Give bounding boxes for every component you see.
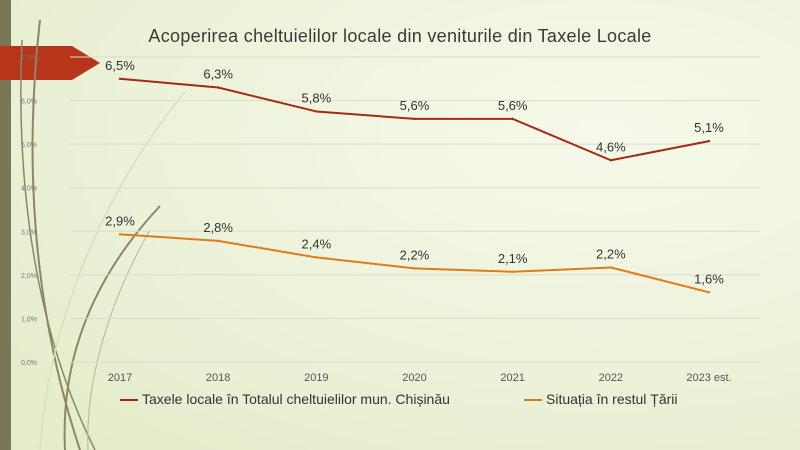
chart-title: Acoperirea cheltuielilor locale din veni… xyxy=(148,26,652,46)
legend-swatch-chisinau xyxy=(120,399,138,402)
y-tick-label: 1,0% xyxy=(21,316,37,323)
x-tick-label: 2021 xyxy=(500,372,524,384)
data-label: 5,6% xyxy=(400,98,430,113)
data-label: 6,3% xyxy=(203,67,233,82)
legend: Taxele locale în Totalul cheltuielilor m… xyxy=(120,391,800,413)
y-tick-label: 0,0% xyxy=(21,360,37,367)
data-label: 2,8% xyxy=(203,220,233,235)
data-label: 5,8% xyxy=(302,90,332,105)
data-label: 4,6% xyxy=(596,139,626,154)
y-tick-label: 2,0% xyxy=(21,273,37,280)
data-point xyxy=(413,267,416,270)
legend-item-chisinau: Taxele locale în Totalul cheltuielilor m… xyxy=(120,391,450,407)
data-label: 2,1% xyxy=(498,251,528,266)
y-tick-label: 5,0% xyxy=(21,142,37,149)
x-tick-label: 2020 xyxy=(402,372,426,384)
grid xyxy=(70,56,760,363)
data-point xyxy=(315,256,318,259)
data-point xyxy=(707,291,711,294)
y-tick-label: 6,0% xyxy=(21,99,37,106)
data-point xyxy=(216,239,220,243)
data-labels: 6,5% 6,3% 5,8% 5,6% 5,6% 4,6% 5,1% 2,9% 2,8% 2,4%… xyxy=(105,58,724,286)
data-label: 5,6% xyxy=(498,98,528,113)
legend-label-restul-tarii: Situația în restul Țării xyxy=(546,391,678,407)
data-label: 2,2% xyxy=(596,246,626,261)
legend-label-chisinau: Taxele locale în Totalul cheltuielilor m… xyxy=(142,391,450,407)
y-tick-label: 7,0% xyxy=(21,55,37,62)
data-point xyxy=(609,266,613,269)
data-point xyxy=(315,110,318,113)
y-tick-label: 3,0% xyxy=(21,229,37,236)
data-point xyxy=(511,270,514,274)
data-point xyxy=(118,233,122,236)
y-axis-ticks: 0,0% 1,0% 2,0% 3,0% 4,0% 5,0% 6,0% 7,0% xyxy=(21,55,37,367)
data-point xyxy=(216,86,220,89)
data-point xyxy=(707,139,711,143)
data-label: 6,5% xyxy=(105,58,135,73)
data-label: 2,4% xyxy=(302,236,332,251)
left-decor-band xyxy=(0,0,11,450)
x-axis-ticks: 2017 2018 2019 2020 2021 2022 2023 est. xyxy=(108,372,732,384)
y-tick-label: 4,0% xyxy=(21,186,37,193)
decorative-curves xyxy=(20,19,186,450)
data-label: 1,6% xyxy=(694,271,724,286)
red-arrow-tab xyxy=(0,46,100,80)
data-point xyxy=(118,77,122,80)
data-label: 2,2% xyxy=(400,247,430,262)
data-point xyxy=(413,117,416,121)
x-tick-label: 2023 est. xyxy=(686,372,731,384)
legend-swatch-restul-tarii xyxy=(524,399,542,402)
data-label: 5,1% xyxy=(694,120,724,135)
x-tick-label: 2018 xyxy=(206,372,230,384)
x-tick-label: 2019 xyxy=(304,372,328,384)
data-point xyxy=(609,159,613,162)
x-tick-label: 2022 xyxy=(599,372,623,384)
series-line-1 xyxy=(119,233,710,294)
data-label: 2,9% xyxy=(105,213,135,228)
data-point xyxy=(511,117,514,121)
legend-item-restul-tarii: Situația în restul Țării xyxy=(524,391,678,407)
series-lines xyxy=(118,77,711,294)
x-tick-label: 2017 xyxy=(108,372,132,384)
